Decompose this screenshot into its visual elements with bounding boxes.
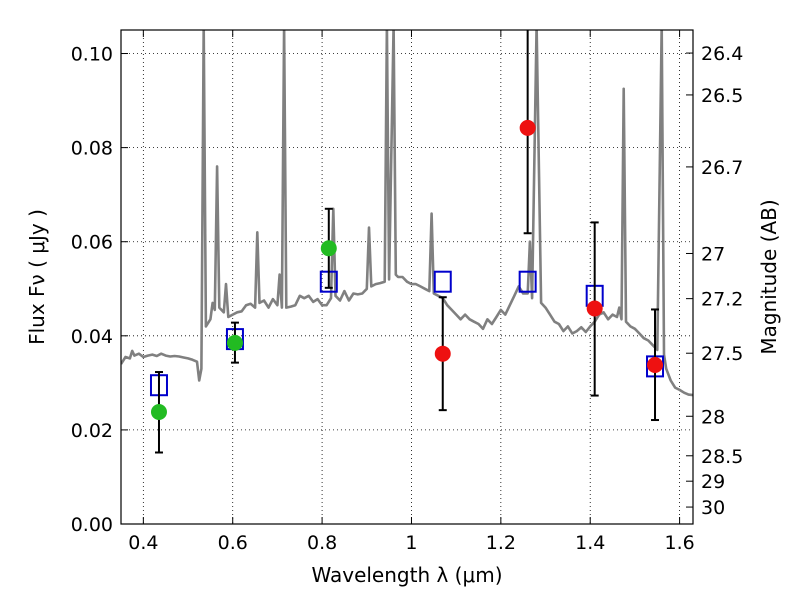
y2-tick-label: 28.5 <box>701 446 743 468</box>
y2-axis-title: Magnitude (AB) <box>757 199 781 354</box>
x-tick-label: 1.2 <box>486 532 516 554</box>
x-tick-label: 0.8 <box>307 532 337 554</box>
y-tick-label: 0.10 <box>71 44 113 66</box>
y-axis-title: Flux Fν ( μJy ) <box>25 209 49 345</box>
y-tick-label: 0.08 <box>71 138 113 160</box>
x-tick-label: 0.4 <box>128 532 158 554</box>
y-tick-label: 0.04 <box>71 326 113 348</box>
x-tick-label: 1.4 <box>575 532 605 554</box>
y2-tick-label: 29 <box>701 471 725 493</box>
observed-flux-point <box>150 404 167 421</box>
plot-area <box>121 30 693 454</box>
observed-flux-point <box>519 119 536 136</box>
x-tick-label: 1.6 <box>664 532 694 554</box>
y2-tick-label: 27.5 <box>701 343 743 365</box>
y-tick-label: 0.02 <box>71 420 113 442</box>
y2-tick-label: 27 <box>701 243 725 265</box>
plot-frame <box>120 29 694 525</box>
observed-flux-point <box>226 334 243 351</box>
model-flux-square <box>433 270 452 293</box>
axes: 0.4 0.6 0.8 1 1.2 1.4 1.6 0.00 0.02 0.04 0.06 0.08 0… <box>71 30 743 554</box>
y2-tick-label: 28 <box>701 406 725 428</box>
y2-tick-label: 30 <box>701 497 725 519</box>
y2-tick-label: 26.5 <box>701 85 743 107</box>
observed-flux-point <box>586 300 603 317</box>
model-spectrum-line <box>121 30 693 397</box>
y2-tick-label: 26.4 <box>701 43 743 65</box>
y-tick-label: 0.06 <box>71 232 113 254</box>
y2-tick-label: 26.7 <box>701 157 743 179</box>
y-tick-label: 0.00 <box>71 514 113 536</box>
y2-tick-label: 27.2 <box>701 289 743 311</box>
x-tick-label: 0.6 <box>218 532 248 554</box>
model-flux-square <box>518 270 537 293</box>
x-tick-label: 1 <box>405 532 417 554</box>
observed-flux-point <box>647 356 664 373</box>
observed-flux-point <box>434 345 451 362</box>
observed-flux-point <box>320 240 337 257</box>
x-axis-title: Wavelength λ (μm) <box>311 563 502 587</box>
